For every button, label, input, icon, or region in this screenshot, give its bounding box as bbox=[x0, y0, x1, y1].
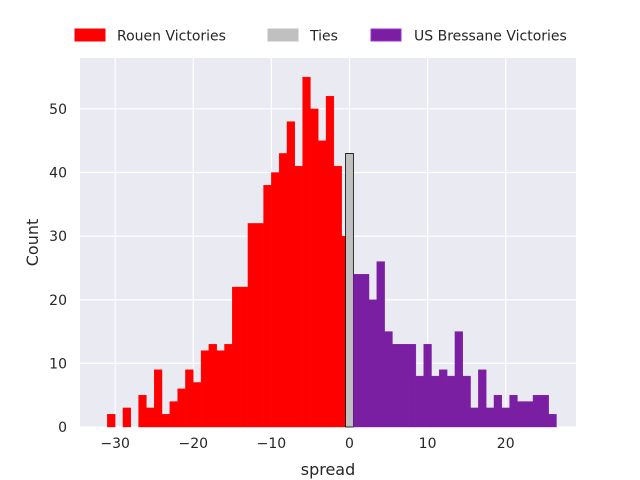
bar-series-0 bbox=[200, 350, 210, 428]
bar-series-0 bbox=[294, 165, 303, 428]
y-tick-label: 10 bbox=[49, 356, 67, 372]
bar-series-2 bbox=[517, 401, 526, 428]
bar-series-2 bbox=[353, 274, 362, 428]
bar-series-2 bbox=[509, 394, 518, 428]
legend-swatch bbox=[74, 28, 106, 42]
bar-series-0 bbox=[239, 286, 249, 428]
bar-series-2 bbox=[493, 394, 502, 428]
legend-label: US Bressane Victories bbox=[414, 29, 567, 45]
x-tick-labels: −30 −20 −10 0 10 20 bbox=[100, 436, 514, 452]
x-tick-label: 0 bbox=[345, 436, 354, 452]
bar-series-2 bbox=[439, 369, 448, 428]
bar-series-0 bbox=[122, 407, 131, 428]
y-tick-label: 0 bbox=[58, 420, 67, 436]
bar-series-0 bbox=[302, 76, 311, 428]
bar-series-0 bbox=[271, 172, 280, 428]
y-tick-label: 20 bbox=[49, 293, 67, 309]
bar-series-2 bbox=[400, 344, 409, 428]
x-axis-label: spread bbox=[301, 460, 356, 479]
bar-series-2 bbox=[368, 299, 378, 428]
legend: Rouen Victories Ties US Bressane Victories bbox=[74, 28, 567, 45]
bar-series-0 bbox=[333, 165, 342, 428]
bar-series-2 bbox=[470, 407, 479, 428]
bar-series-0 bbox=[263, 185, 272, 428]
legend-label: Rouen Victories bbox=[117, 29, 226, 45]
legend-label: Ties bbox=[309, 29, 338, 45]
bar-series-1 bbox=[345, 153, 354, 428]
bar-series-2 bbox=[525, 401, 534, 428]
bar-series-0 bbox=[278, 153, 288, 428]
legend-swatch bbox=[370, 28, 402, 42]
y-tick-labels: 0 10 20 30 40 50 bbox=[49, 102, 67, 436]
bar-series-2 bbox=[423, 344, 432, 428]
bar-series-0 bbox=[138, 394, 147, 428]
bar-series-2 bbox=[392, 344, 401, 428]
bar-series-0 bbox=[255, 223, 264, 428]
bar-series-0 bbox=[232, 286, 241, 428]
bar-series-0 bbox=[247, 223, 256, 428]
bar-series-0 bbox=[146, 407, 155, 428]
bar-series-2 bbox=[462, 375, 471, 428]
x-tick-label: −10 bbox=[257, 436, 287, 452]
x-tick-label: 20 bbox=[497, 436, 515, 452]
x-tick-label: −20 bbox=[178, 436, 208, 452]
bar-series-0 bbox=[310, 108, 319, 428]
bar-series-0 bbox=[107, 414, 116, 428]
bar-series-2 bbox=[360, 274, 370, 428]
bar-series-2 bbox=[415, 375, 424, 428]
bar-series-0 bbox=[161, 414, 171, 428]
bar-series-0 bbox=[208, 344, 217, 428]
bar-series-0 bbox=[224, 344, 233, 428]
bar-series-0 bbox=[169, 401, 178, 428]
y-tick-label: 40 bbox=[49, 166, 67, 182]
bar-series-0 bbox=[177, 388, 186, 428]
bar-series-0 bbox=[154, 369, 163, 428]
histogram-bars bbox=[107, 76, 557, 428]
x-tick-label: 10 bbox=[419, 436, 437, 452]
bar-series-2 bbox=[407, 344, 417, 428]
bar-series-0 bbox=[325, 95, 335, 428]
legend-swatch bbox=[267, 28, 299, 42]
bar-series-0 bbox=[193, 382, 202, 428]
y-axis-label: Count bbox=[23, 219, 42, 267]
bar-series-2 bbox=[446, 375, 456, 428]
y-tick-label: 50 bbox=[49, 102, 67, 118]
bar-series-2 bbox=[376, 261, 385, 428]
bar-series-2 bbox=[431, 375, 440, 428]
y-tick-label: 30 bbox=[49, 229, 67, 245]
bar-series-2 bbox=[532, 394, 542, 428]
bar-series-2 bbox=[384, 331, 393, 428]
bar-series-2 bbox=[478, 369, 487, 428]
bar-series-2 bbox=[540, 394, 549, 428]
bar-series-2 bbox=[548, 414, 557, 428]
bar-series-2 bbox=[454, 331, 463, 428]
bar-series-2 bbox=[501, 407, 510, 428]
bar-series-0 bbox=[318, 140, 327, 428]
bar-series-0 bbox=[216, 350, 225, 428]
bar-series-0 bbox=[286, 121, 296, 428]
bar-series-0 bbox=[185, 369, 194, 428]
x-tick-label: −30 bbox=[100, 436, 130, 452]
bar-series-2 bbox=[485, 407, 495, 428]
